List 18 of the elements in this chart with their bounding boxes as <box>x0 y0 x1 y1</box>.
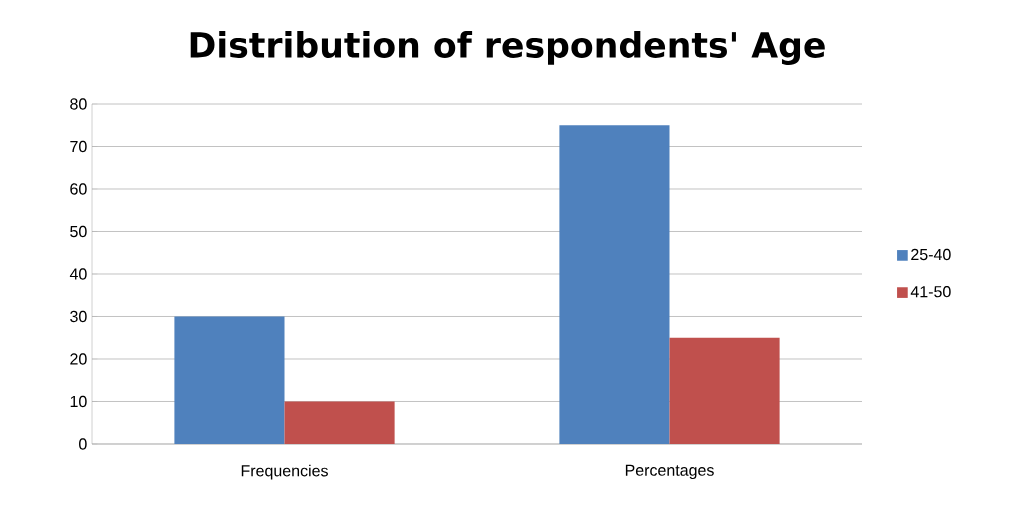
y-tick-label: 50 <box>70 225 87 238</box>
y-tick-label: 60 <box>70 183 87 195</box>
bar <box>284 401 395 444</box>
y-tick-label: 0 <box>79 438 87 450</box>
y-tick-label: 30 <box>70 310 87 323</box>
bar <box>669 337 780 444</box>
y-tick-label: 20 <box>70 353 87 365</box>
legend-label: 41-50 <box>910 286 951 298</box>
y-tick-label: 80 <box>70 98 87 110</box>
x-tick-label: Frequencies <box>241 464 328 480</box>
y-tick-label: 40 <box>69 268 87 280</box>
bar <box>174 316 285 444</box>
y-tick-label: 70 <box>70 140 87 153</box>
chart-title: Distribution of respondents' Age <box>190 31 825 65</box>
legend-label: 25-40 <box>911 248 951 261</box>
bar <box>559 125 670 444</box>
y-tick-label: 10 <box>70 395 87 408</box>
x-tick-label: Percentages <box>625 464 714 480</box>
